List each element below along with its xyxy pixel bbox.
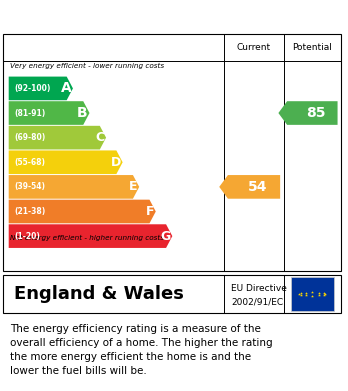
Polygon shape: [219, 175, 280, 199]
Text: (81-91): (81-91): [14, 109, 45, 118]
Polygon shape: [278, 101, 338, 125]
Text: Energy Efficiency Rating: Energy Efficiency Rating: [10, 7, 239, 25]
Text: C: C: [95, 131, 104, 144]
Polygon shape: [9, 77, 73, 100]
Text: F: F: [145, 205, 154, 218]
Text: Not energy efficient - higher running costs: Not energy efficient - higher running co…: [10, 235, 165, 240]
Text: (69-80): (69-80): [14, 133, 45, 142]
Text: D: D: [111, 156, 121, 169]
Bar: [291, 277, 334, 311]
Text: (39-54): (39-54): [14, 182, 45, 191]
Text: 2002/91/EC: 2002/91/EC: [231, 297, 284, 306]
Text: Very energy efficient - lower running costs: Very energy efficient - lower running co…: [10, 63, 165, 70]
Text: England & Wales: England & Wales: [14, 285, 184, 303]
Text: A: A: [61, 81, 71, 95]
Text: 85: 85: [306, 106, 326, 120]
Polygon shape: [9, 101, 89, 125]
Polygon shape: [9, 126, 106, 149]
Text: (1-20): (1-20): [14, 231, 40, 240]
Polygon shape: [9, 200, 156, 223]
Text: The energy efficiency rating is a measure of the
overall efficiency of a home. T: The energy efficiency rating is a measur…: [10, 324, 273, 376]
Text: 54: 54: [248, 180, 267, 194]
Text: B: B: [77, 106, 88, 120]
Text: EU Directive: EU Directive: [231, 285, 287, 294]
Polygon shape: [9, 175, 139, 199]
Text: (55-68): (55-68): [14, 158, 45, 167]
Polygon shape: [9, 224, 172, 248]
Polygon shape: [9, 151, 122, 174]
Text: (21-38): (21-38): [14, 207, 45, 216]
Text: G: G: [160, 230, 171, 242]
Text: (92-100): (92-100): [14, 84, 50, 93]
Text: Current: Current: [237, 43, 271, 52]
Text: Potential: Potential: [292, 43, 332, 52]
Text: E: E: [129, 180, 137, 194]
